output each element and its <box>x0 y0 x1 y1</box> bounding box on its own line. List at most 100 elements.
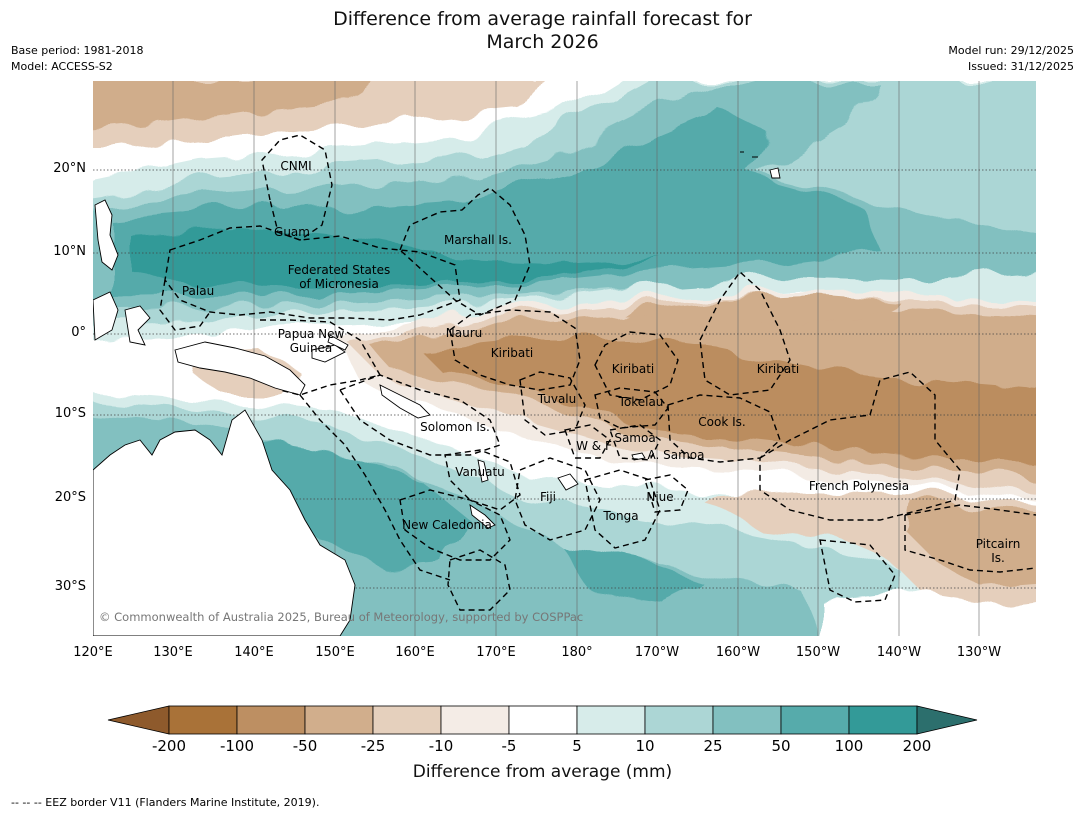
eez-palau <box>159 279 211 331</box>
colorbar-tick-label: -100 <box>219 737 255 755</box>
region-label-niue: Niue <box>646 490 674 504</box>
colorbar-tick-label: 50 <box>771 737 791 755</box>
colorbar-title: Difference from average (mm) <box>412 762 673 782</box>
colorbar-tick-label: -10 <box>428 737 454 755</box>
new-caledonia-land <box>469 504 496 529</box>
lat-label: 20°N <box>53 161 86 176</box>
region-label-tuvalu: Tuvalu <box>537 392 577 406</box>
eez-fsm <box>164 225 461 321</box>
region-label-solomon: Solomon Is. <box>420 420 490 434</box>
map-title-line1: Difference from average rainfall forecas… <box>333 8 752 30</box>
region-label-marshall: Marshall Is. <box>444 233 512 247</box>
land-masses <box>93 151 781 636</box>
region-label-amsamoa: A. Samoa <box>647 448 705 462</box>
lon-label: 120°E <box>73 645 113 660</box>
eez-pitcairn <box>904 504 1036 573</box>
region-label-fsm: Federated States of Micronesia <box>287 263 391 291</box>
lon-label: 140°E <box>234 645 274 660</box>
colorbar-tick-label: 10 <box>635 737 655 755</box>
colorbar-tick-label: -25 <box>360 737 386 755</box>
north-wet-core <box>130 228 660 288</box>
south-wet-strong <box>240 440 470 565</box>
region-label-fp: French Polynesia <box>808 479 910 493</box>
colorbar-swatch <box>780 705 850 735</box>
lon-label: 130°E <box>153 645 193 660</box>
colorbar-extend-high <box>916 705 978 735</box>
colorbar-tick-label: -200 <box>151 737 187 755</box>
colorbar-swatch <box>168 705 238 735</box>
base-period-text: Base period: 1981-2018 <box>11 44 144 57</box>
eez-tuvalu <box>519 371 586 436</box>
eez-new-caledonia <box>399 489 511 561</box>
eez-kiribati-c <box>594 331 679 401</box>
issued-text: Issued: 31/12/2025 <box>967 60 1074 73</box>
model-text: Model: ACCESS-S2 <box>11 60 113 73</box>
hawaii-land <box>740 151 781 179</box>
colorbar-tick-label: 5 <box>572 737 582 755</box>
region-label-palau: Palau <box>181 284 215 298</box>
solomon-islands-land <box>379 384 431 419</box>
region-label-pitcairn: Pitcairn Is. <box>975 537 1021 565</box>
colorbar-swatch <box>304 705 374 735</box>
new-ireland-land <box>327 334 349 351</box>
meta-left: Base period: 1981-2018 Model: ACCESS-S2 <box>11 43 143 75</box>
region-label-guam: Guam <box>274 225 310 239</box>
colorbar-swatch <box>712 705 782 735</box>
colorbar-swatch <box>576 705 646 735</box>
new-britain-land <box>311 344 346 363</box>
eez-wallis-futuna <box>564 424 611 459</box>
lon-label: 170°E <box>476 645 516 660</box>
eez-aus-east <box>299 394 451 581</box>
south-white <box>820 590 1036 636</box>
region-label-fiji: Fiji <box>539 490 557 504</box>
region-label-cnmi: CNMI <box>280 159 312 173</box>
lon-label: 140°W <box>876 645 922 660</box>
region-label-png: Papua New Guinea <box>277 327 345 355</box>
lat-label: 10°N <box>53 244 86 259</box>
northern-dry-streak <box>620 296 900 324</box>
colorbar-swatch <box>848 705 918 735</box>
region-label-newcal: New Caledonia <box>402 518 492 532</box>
eez-french-polynesia <box>759 371 961 521</box>
region-label-vanuatu: Vanuatu <box>455 465 505 479</box>
colorbar-swatch <box>236 705 306 735</box>
australia-land <box>93 409 356 636</box>
vanuatu-land <box>477 459 489 483</box>
eez-kiribati-w <box>449 309 581 391</box>
region-label-nauru: Nauru <box>445 326 483 340</box>
sulawesi-land <box>124 305 151 346</box>
lon-label: 130°W <box>956 645 1002 660</box>
southeast-dry-core <box>905 500 1036 585</box>
eez-cook <box>667 394 781 463</box>
lat-label: 10°S <box>54 406 86 421</box>
eez-borders <box>159 134 1036 611</box>
colorbar-swatch <box>372 705 442 735</box>
eez-samoa <box>609 424 661 461</box>
north-dry-core <box>93 81 379 130</box>
eez-kermadec <box>819 539 896 603</box>
region-label-kiribati-w: Kiribati <box>490 346 534 360</box>
lat-label: 0° <box>71 325 86 340</box>
eez-fiji <box>514 457 601 541</box>
region-label-kiribati-e: Kiribati <box>756 362 800 376</box>
lon-label: 160°E <box>395 645 435 660</box>
lon-label: 150°E <box>315 645 355 660</box>
colorbar-swatch <box>644 705 714 735</box>
region-label-tokelau: Tokelau <box>618 395 664 409</box>
eez-vanuatu <box>444 449 521 511</box>
region-label-kiribati-c: Kiribati <box>611 362 655 376</box>
copyright-text: © Commonwealth of Australia 2025, Bureau… <box>99 610 583 624</box>
colorbar-tick-label: -5 <box>501 737 517 755</box>
rainfall-shading <box>93 81 1036 636</box>
lon-label: 150°W <box>795 645 841 660</box>
colorbar <box>107 705 978 735</box>
south-wet-patch <box>560 545 700 600</box>
lat-label: 30°S <box>54 579 86 594</box>
colorbar-tick-label: -50 <box>292 737 318 755</box>
eez-tonga <box>584 469 661 549</box>
colorbar-swatch <box>508 705 578 735</box>
fiji-land <box>557 473 579 491</box>
region-label-cook: Cook Is. <box>698 415 746 429</box>
colorbar-swatch <box>440 705 510 735</box>
